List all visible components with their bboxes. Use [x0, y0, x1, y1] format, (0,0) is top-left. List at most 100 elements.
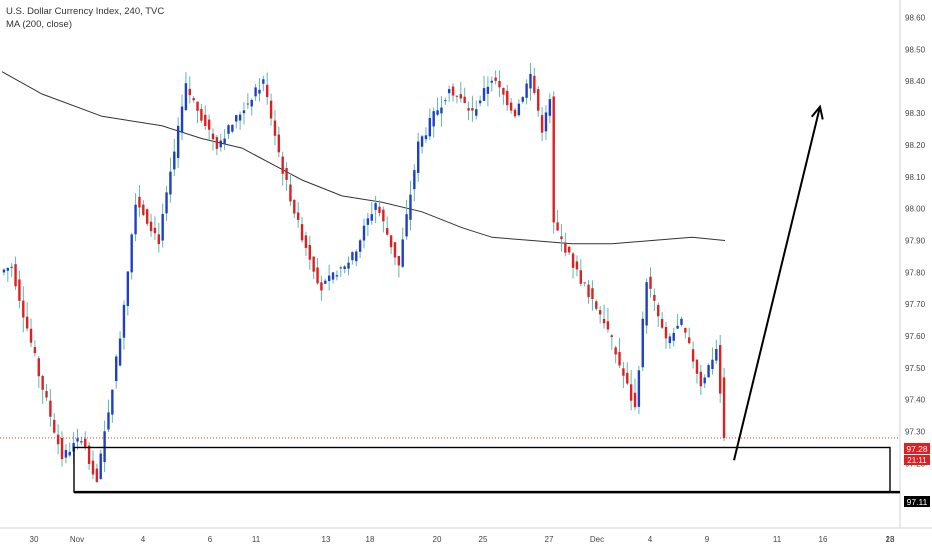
candle-body: [300, 224, 304, 241]
candle-body: [567, 246, 571, 253]
price-axis-tick: 98.30: [905, 109, 926, 118]
time-axis-tick: 25: [479, 535, 488, 544]
candle-body: [324, 280, 327, 284]
candle-body: [14, 264, 17, 287]
candle-body: [537, 89, 540, 111]
candle-body: [207, 119, 211, 130]
candle-body: [273, 120, 277, 136]
candle-body: [722, 377, 726, 438]
candle-body: [533, 75, 536, 93]
candle-body: [672, 332, 675, 341]
price-axis-tick: 98.50: [905, 45, 926, 54]
candle-body: [502, 87, 505, 95]
candle-body: [312, 256, 315, 272]
candle-body: [60, 438, 64, 460]
moving-average-line: [1, 71, 726, 245]
candle-body: [188, 88, 191, 96]
candle-body: [2, 269, 6, 273]
candle-body: [138, 196, 141, 208]
level-value: 97.11: [907, 497, 928, 507]
candle-body: [219, 140, 222, 148]
projection-arrow-head: [810, 104, 824, 120]
candle-body: [29, 328, 33, 343]
candle-body: [366, 218, 370, 225]
candle-body: [645, 282, 648, 326]
candle-body: [347, 262, 350, 269]
candle-body: [405, 214, 408, 237]
candle-body: [556, 222, 559, 231]
candle-body: [467, 108, 470, 111]
candle-body: [246, 103, 250, 105]
candle-body: [115, 356, 118, 382]
candle-body: [386, 228, 389, 235]
price-tags: 97.28 21:11 97.11: [904, 443, 930, 507]
price-axis-tick: 97.60: [905, 332, 926, 341]
candle-body: [231, 124, 234, 132]
candle-body: [420, 136, 424, 147]
candle-body: [142, 204, 145, 216]
candle-body: [401, 239, 404, 267]
time-axis-tick: 30: [30, 535, 39, 544]
candle-body: [304, 235, 308, 248]
candle-body: [715, 348, 718, 361]
candle-body: [378, 206, 381, 213]
candle-body: [25, 316, 29, 329]
candle-body: [649, 276, 652, 289]
candle-body: [591, 288, 594, 300]
candle-body: [238, 114, 242, 121]
candle-body: [598, 310, 602, 315]
candle-body: [691, 349, 695, 362]
price-axis-tick: 98.10: [905, 173, 926, 182]
candle-body: [680, 318, 683, 325]
candle-body: [637, 370, 641, 407]
candle-body: [699, 371, 703, 387]
candle-body: [122, 304, 126, 338]
candle-body: [571, 253, 575, 268]
candle-body: [521, 97, 524, 102]
candle-body: [447, 89, 451, 94]
candle-body: [339, 267, 342, 269]
candle-body: [660, 318, 664, 328]
candle-body: [68, 451, 71, 456]
candle-body: [64, 449, 68, 458]
candle-body: [370, 214, 373, 221]
candle-body: [103, 431, 106, 463]
projection-arrow-layer: [733, 104, 824, 461]
candle-body: [76, 438, 79, 442]
time-axis-tick: 4: [648, 535, 653, 544]
candle-body: [517, 103, 521, 116]
projection-arrow-shaft: [733, 106, 821, 461]
candle-body: [629, 384, 633, 401]
price-axis-tick: 98.60: [905, 14, 926, 23]
candle-body: [664, 326, 668, 339]
candle-body: [633, 392, 637, 408]
candle-body: [455, 95, 459, 97]
candle-body: [107, 412, 110, 430]
candle-body: [134, 204, 137, 235]
candle-body: [382, 209, 385, 222]
candle-body: [548, 99, 552, 116]
candle-body: [277, 134, 281, 153]
candle-body: [10, 266, 13, 268]
candle-body: [560, 236, 563, 240]
price-axis-tick: 97.90: [905, 236, 926, 245]
candle-body: [428, 117, 432, 137]
candle-body: [320, 282, 323, 291]
candle-body: [343, 266, 346, 270]
price-axis-tick: 97.30: [905, 428, 926, 437]
candle-body: [583, 282, 586, 284]
candle-body: [327, 275, 331, 282]
candle-body: [478, 100, 482, 104]
candle-body: [223, 138, 226, 145]
candle-body: [684, 327, 687, 333]
countdown-tag: [904, 455, 930, 465]
candle-body: [149, 221, 153, 232]
candle-body: [564, 242, 567, 253]
candle-body: [45, 391, 48, 398]
candle-body: [145, 209, 149, 224]
candle-body: [235, 115, 238, 122]
candle-body: [242, 110, 246, 114]
